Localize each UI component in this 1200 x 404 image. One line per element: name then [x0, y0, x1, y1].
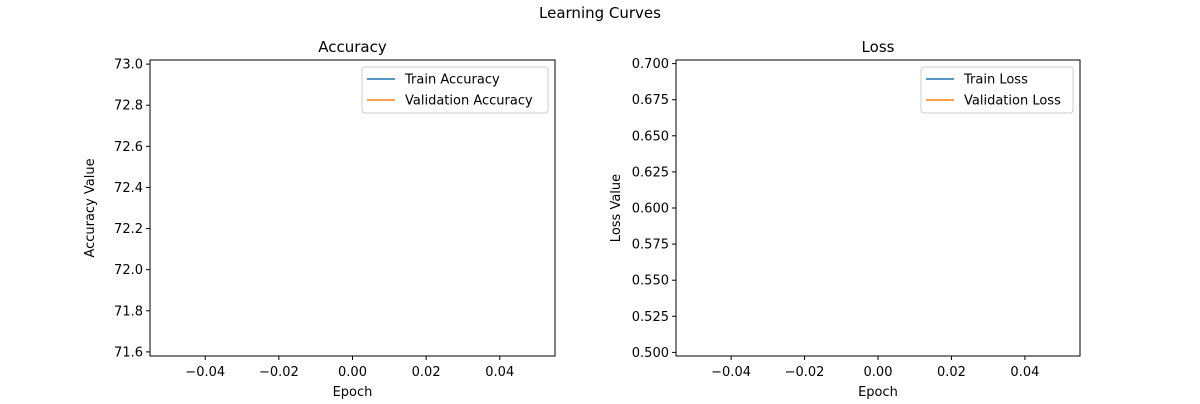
figure-title: Learning Curves — [539, 4, 661, 22]
x-tick-label: 0.00 — [338, 365, 367, 380]
x-tick-label: 0.04 — [1010, 365, 1039, 380]
y-tick-label: 72.6 — [114, 140, 143, 155]
y-tick-label: 72.4 — [114, 181, 143, 196]
y-tick-label: 0.525 — [632, 310, 669, 325]
y-tick-label: 0.550 — [632, 274, 669, 289]
chart-title: Loss — [862, 38, 895, 56]
x-tick-label: −0.04 — [185, 365, 225, 380]
legend-label-1: Validation Accuracy — [405, 94, 533, 109]
legend: Train Accuracy Validation Accuracy — [361, 66, 549, 114]
x-tick-label: −0.02 — [785, 365, 825, 380]
y-tick-label: 0.575 — [632, 238, 669, 253]
x-tick-label: 0.02 — [412, 365, 441, 380]
y-tick-label: 0.650 — [632, 129, 669, 144]
y-tick-label: 0.675 — [632, 93, 669, 108]
y-tick-label: 71.6 — [114, 345, 143, 360]
legend-label-1: Validation Loss — [964, 94, 1061, 109]
y-tick-label: 72.0 — [114, 263, 143, 278]
x-tick-label: −0.04 — [711, 365, 751, 380]
y-axis-label: Accuracy Value — [83, 158, 98, 257]
y-tick-label: 73.0 — [114, 58, 143, 73]
legend-box — [361, 66, 549, 114]
y-tick-label: 0.500 — [632, 346, 669, 361]
chart-loss: Loss −0.04 −0.02 0.00 0.02 0.04 0.500 0.525 0.55… — [609, 38, 1081, 400]
x-tick-label: 0.02 — [937, 365, 966, 380]
y-tick-label: 71.8 — [114, 304, 143, 319]
y-tick-label: 72.2 — [114, 222, 143, 237]
x-axis-label: Epoch — [858, 385, 898, 400]
legend-label-0: Train Accuracy — [404, 73, 500, 88]
chart-title: Accuracy — [318, 38, 387, 56]
x-tick-label: 0.04 — [485, 365, 514, 380]
y-axis-label: Loss Value — [609, 174, 624, 242]
y-tick-label: 0.600 — [632, 202, 669, 217]
chart-accuracy: Accuracy −0.04 −0.02 0.00 0.02 0.04 71.6 71.8 72… — [83, 38, 556, 400]
legend: Train Loss Validation Loss — [920, 66, 1074, 114]
x-tick-label: 0.00 — [864, 365, 893, 380]
legend-box — [920, 66, 1074, 114]
y-tick-label: 0.700 — [632, 57, 669, 72]
y-tick-label: 0.625 — [632, 165, 669, 180]
legend-label-0: Train Loss — [963, 73, 1028, 88]
y-tick-label: 72.8 — [114, 99, 143, 114]
x-axis-label: Epoch — [333, 385, 373, 400]
x-tick-label: −0.02 — [259, 365, 299, 380]
